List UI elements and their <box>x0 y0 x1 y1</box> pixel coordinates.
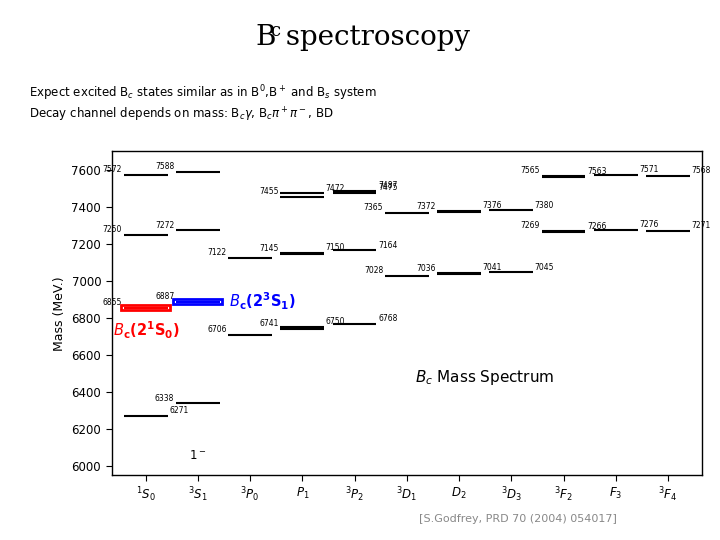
Text: [S.Godfrey, PRD 70 (2004) 054017]: [S.Godfrey, PRD 70 (2004) 054017] <box>420 514 617 524</box>
Text: 6750: 6750 <box>326 318 346 326</box>
Text: 6855: 6855 <box>103 298 122 307</box>
Text: 7572: 7572 <box>103 165 122 174</box>
Text: 7036: 7036 <box>416 265 436 273</box>
Text: 7150: 7150 <box>326 244 345 252</box>
Text: 7487: 7487 <box>378 181 397 190</box>
Text: $\mathbf{\mathit{B}_c(2^1S_0)}$: $\mathbf{\mathit{B}_c(2^1S_0)}$ <box>113 320 180 341</box>
Text: 7041: 7041 <box>482 264 502 273</box>
Text: 7266: 7266 <box>587 222 606 231</box>
Text: 7472: 7472 <box>326 184 345 193</box>
Text: spectroscopy: spectroscopy <box>277 24 470 51</box>
Text: 7271: 7271 <box>691 221 711 230</box>
Text: 7250: 7250 <box>103 225 122 234</box>
Bar <box>121 305 170 310</box>
Y-axis label: Mass (MeV.): Mass (MeV.) <box>53 276 66 350</box>
Text: 7380: 7380 <box>535 201 554 210</box>
Text: 7568: 7568 <box>691 166 711 175</box>
Text: Decay channel depends on mass: B$_c\gamma$, B$_c\pi^+\pi^-$, BD: Decay channel depends on mass: B$_c\gamm… <box>29 105 333 124</box>
Text: $\mathbf{\mathit{B}_c(2^3S_1)}$: $\mathbf{\mathit{B}_c(2^3S_1)}$ <box>229 291 296 313</box>
Text: 7269: 7269 <box>521 221 540 230</box>
Text: 7376: 7376 <box>482 201 502 211</box>
Text: $1^-$: $1^-$ <box>189 449 207 462</box>
Text: 7372: 7372 <box>416 202 436 211</box>
Text: 6271: 6271 <box>169 406 189 415</box>
Bar <box>174 299 222 305</box>
Text: $B_c$ Mass Spectrum: $B_c$ Mass Spectrum <box>415 368 555 387</box>
Text: 6706: 6706 <box>207 326 227 334</box>
Text: 7571: 7571 <box>639 165 659 174</box>
Text: 7145: 7145 <box>259 244 279 253</box>
Text: 7475: 7475 <box>378 183 397 192</box>
Text: 6741: 6741 <box>259 319 279 328</box>
Text: 7028: 7028 <box>364 266 383 275</box>
Text: 6768: 6768 <box>378 314 397 323</box>
Text: 7045: 7045 <box>535 263 554 272</box>
Text: 7164: 7164 <box>378 241 397 249</box>
Text: B: B <box>256 24 276 51</box>
Text: 7588: 7588 <box>155 162 174 171</box>
Text: 6338: 6338 <box>155 394 174 403</box>
Text: 7272: 7272 <box>155 221 174 230</box>
Text: Expect excited B$_c$ states similar as in B$^0$,B$^+$ and B$_s$ system: Expect excited B$_c$ states similar as i… <box>29 84 377 103</box>
Text: 7565: 7565 <box>521 166 540 176</box>
Text: 6887: 6887 <box>155 292 174 301</box>
Text: 7563: 7563 <box>587 167 606 176</box>
Text: 7365: 7365 <box>364 204 383 212</box>
Text: 7276: 7276 <box>639 220 659 229</box>
Text: 7455: 7455 <box>259 187 279 196</box>
Text: 7122: 7122 <box>207 248 227 258</box>
Text: c: c <box>270 22 280 39</box>
